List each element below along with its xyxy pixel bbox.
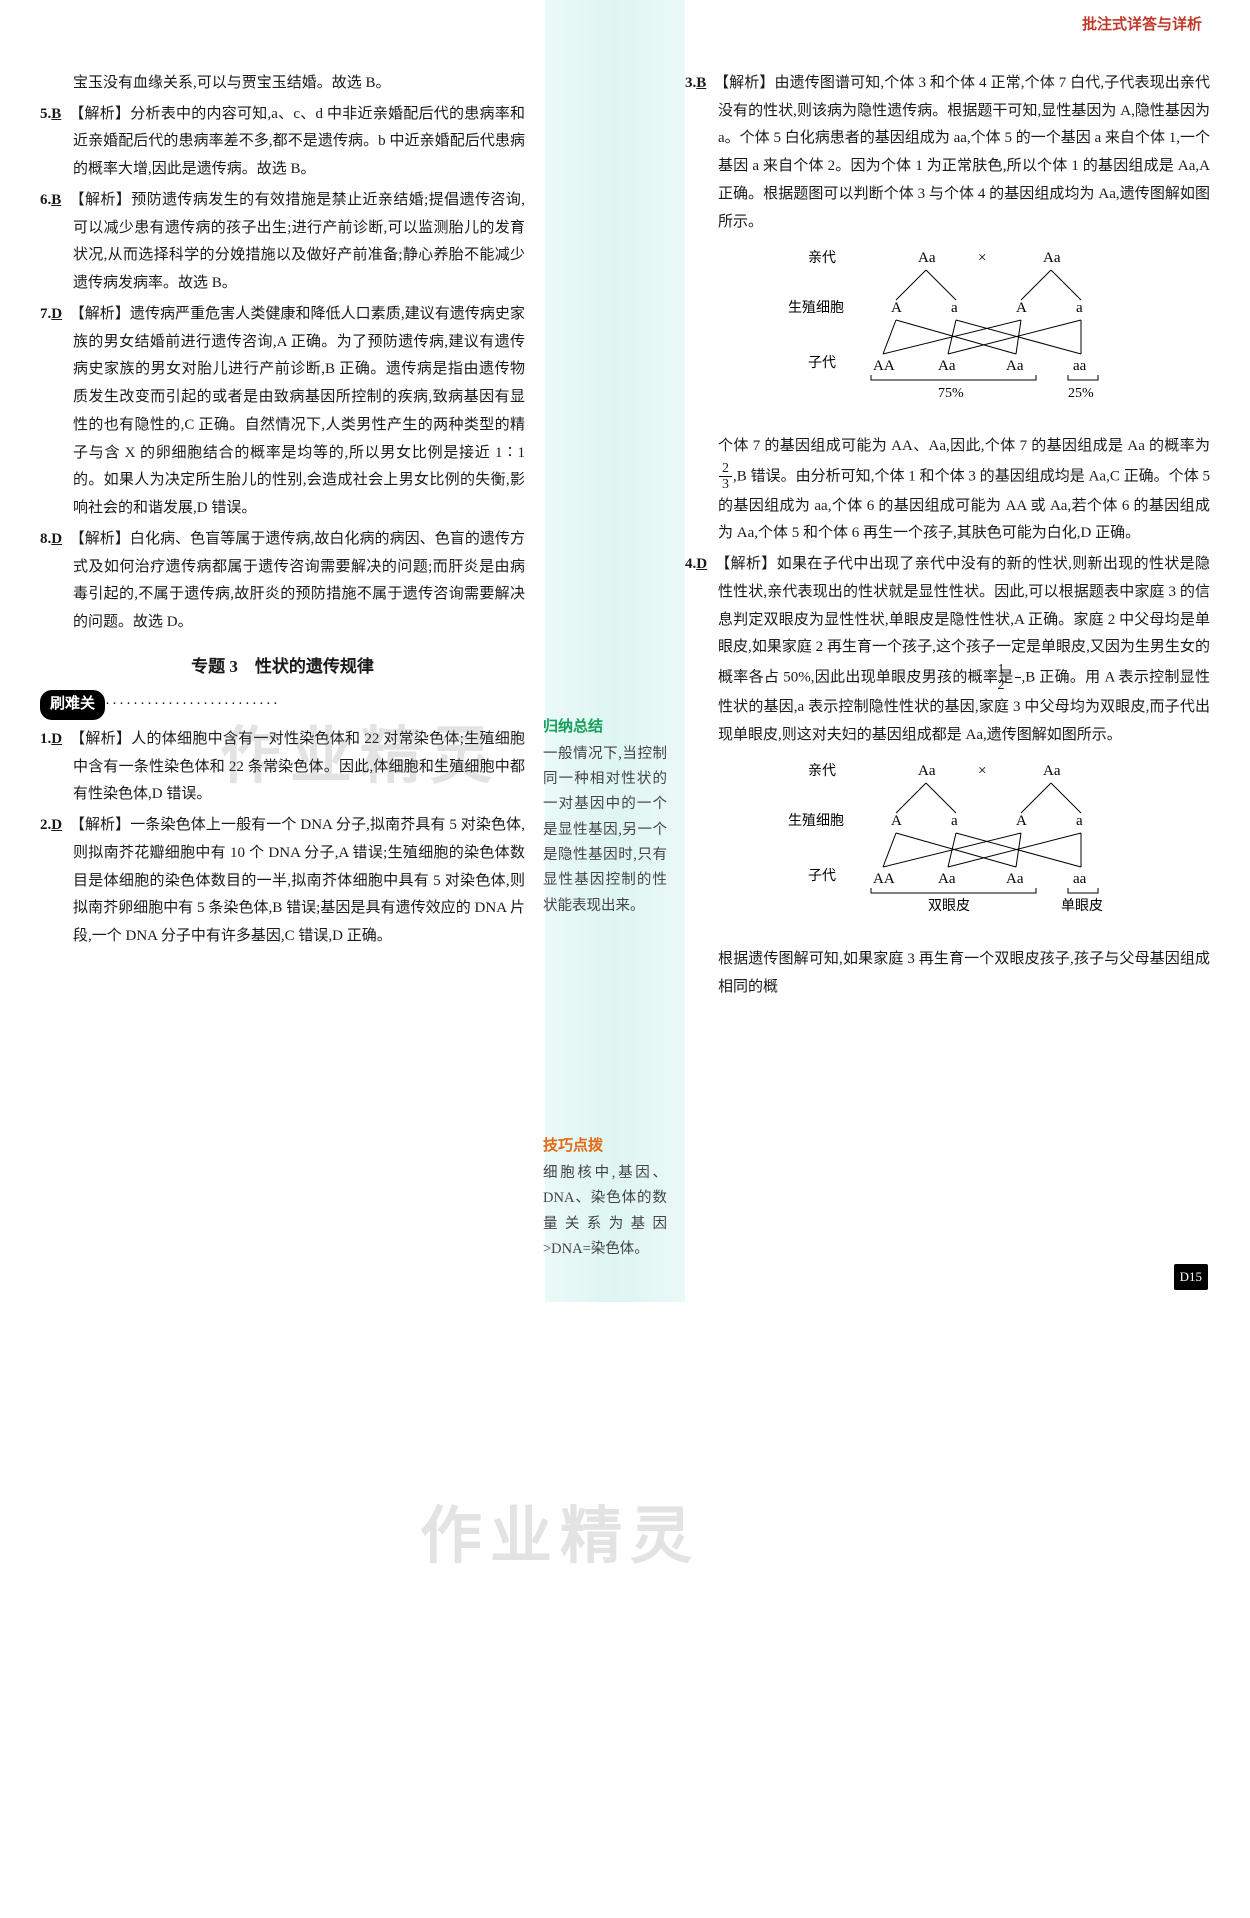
svg-text:生殖细胞: 生殖细胞	[788, 299, 844, 316]
margin-column: 归纳总结 一般情况下,当控制同一种相对性状的一对基因中的一个是显性基因,另一个是…	[535, 70, 675, 1263]
svg-text:A: A	[1016, 813, 1027, 829]
q5: 5.B 【解析】分析表中的内容可知,a、c、d 中非近亲婚配后代的患病率和近亲婚…	[40, 101, 525, 184]
q1b-num: 1.	[40, 731, 51, 747]
q7: 7.D 【解析】遗传病严重危害人类健康和降低人口素质,建议有遗传病史家族的男女结…	[40, 301, 525, 523]
sub-header: 刷难关	[40, 690, 105, 720]
q2b-ans: D	[51, 817, 62, 833]
q1b: 1.D 【解析】人的体细胞中含有一对性染色体和 22 对常染色体;生殖细胞中含有…	[40, 726, 525, 809]
q4-num: 4.	[685, 556, 696, 572]
svg-text:Aa: Aa	[1006, 871, 1024, 887]
right-column: 3.B 【解析】由遗传图谱可知,个体 3 和个体 4 正常,个体 7 白代,子代…	[675, 70, 1210, 1263]
q8-ans: D	[51, 531, 62, 547]
q7-text: 【解析】遗传病严重危害人类健康和降低人口素质,建议有遗传病史家族的男女结婚前进行…	[73, 306, 525, 516]
page-number: D15	[1174, 1264, 1208, 1290]
svg-text:Aa: Aa	[918, 763, 936, 779]
q2b-text: 【解析】一条染色体上一般有一个 DNA 分子,拟南芥具有 5 对染色体,则拟南芥…	[73, 817, 525, 944]
margin-note1-text: 一般情况下,当控制同一种相对性状的一对基因中的一个是显性基因,另一个是隐性基因时…	[543, 742, 667, 920]
svg-text:A: A	[1016, 300, 1027, 316]
punnett-diagram-2: 亲代 Aa × Aa 生殖细胞 A a A a	[685, 755, 1210, 936]
pre-text: 宝玉没有血缘关系,可以与贾宝玉结婚。故选 B。	[40, 70, 525, 98]
q8-num: 8.	[40, 531, 51, 547]
frac-2-3: 23	[719, 461, 732, 493]
q5-text: 【解析】分析表中的内容可知,a、c、d 中非近亲婚配后代的患病率和近亲婚配后代的…	[73, 106, 525, 178]
q4-text: 【解析】如果在子代中出现了亲代中没有的新的性状,则新出现的性状是隐性性状,亲代表…	[718, 556, 1210, 685]
svg-text:Aa: Aa	[938, 358, 956, 374]
svg-text:75%: 75%	[938, 386, 964, 401]
svg-text:生殖细胞: 生殖细胞	[788, 812, 844, 829]
svg-text:单眼皮: 单眼皮	[1061, 898, 1103, 914]
svg-text:25%: 25%	[1068, 386, 1094, 401]
svg-text:×: ×	[978, 250, 986, 266]
svg-text:Aa: Aa	[1006, 358, 1024, 374]
q3-text: 【解析】由遗传图谱可知,个体 3 和个体 4 正常,个体 7 白代,子代表现出亲…	[718, 75, 1210, 230]
svg-text:aa: aa	[1073, 871, 1087, 887]
svg-text:×: ×	[978, 763, 986, 779]
svg-text:Aa: Aa	[918, 250, 936, 266]
q3-cont: 个体 7 的基因组成可能为 AA、Aa,因此,个体 7 的基因组成是 Aa 的概…	[685, 433, 1210, 548]
sub-header-wrap: 刷难关·························	[40, 690, 525, 720]
svg-text:a: a	[951, 813, 958, 829]
q8: 8.D 【解析】白化病、色盲等属于遗传病,故白化病的病因、色盲的遗传方式及如何治…	[40, 526, 525, 637]
q7-num: 7.	[40, 306, 51, 322]
svg-text:a: a	[1076, 813, 1083, 829]
d1-row-parent: 亲代	[808, 250, 836, 266]
punnett-diagram-1: 亲代 Aa × Aa 生殖细胞 A a A a	[685, 242, 1210, 423]
q6-ans: B	[51, 192, 61, 208]
q7-ans: D	[51, 306, 62, 322]
q3: 3.B 【解析】由遗传图谱可知,个体 3 和个体 4 正常,个体 7 白代,子代…	[685, 70, 1210, 237]
page: 宝玉没有血缘关系,可以与贾宝玉结婚。故选 B。 5.B 【解析】分析表中的内容可…	[0, 40, 1250, 1303]
svg-text:aa: aa	[1073, 358, 1087, 374]
q6-num: 6.	[40, 192, 51, 208]
svg-text:双眼皮: 双眼皮	[928, 898, 970, 914]
q1b-text: 【解析】人的体细胞中含有一对性染色体和 22 对常染色体;生殖细胞中含有一条性染…	[73, 731, 525, 803]
svg-text:Aa: Aa	[1043, 763, 1061, 779]
q6-text: 【解析】预防遗传病发生的有效措施是禁止近亲结婚;提倡遗传咨询,可以减少患有遗传病…	[73, 192, 525, 291]
q2b: 2.D 【解析】一条染色体上一般有一个 DNA 分子,拟南芥具有 5 对染色体,…	[40, 812, 525, 951]
q3-num: 3.	[685, 75, 696, 91]
q3-post2: ,B 错误。由分析可知,个体 1 和个体 3 的基因组成均是 Aa,C 正确。个…	[718, 468, 1210, 541]
svg-text:A: A	[891, 813, 902, 829]
q4-ans: D	[696, 556, 707, 572]
svg-text:AA: AA	[873, 358, 895, 374]
q5-ans: B	[51, 106, 61, 122]
q5-num: 5.	[40, 106, 51, 122]
svg-text:AA: AA	[873, 871, 895, 887]
svg-text:Aa: Aa	[1043, 250, 1061, 266]
watermark-2: 作业精灵	[420, 1480, 700, 1595]
svg-text:a: a	[951, 300, 958, 316]
q3-post: 个体 7 的基因组成可能为 AA、Aa,因此,个体 7 的基因组成是 Aa 的概…	[718, 438, 1210, 454]
svg-text:子代: 子代	[808, 868, 836, 884]
dots: ·························	[105, 696, 280, 712]
svg-text:Aa: Aa	[938, 871, 956, 887]
section-title: 专题 3 性状的遗传规律	[40, 651, 525, 682]
frac-1-2: 12	[1015, 662, 1021, 694]
svg-text:A: A	[891, 300, 902, 316]
svg-text:亲代: 亲代	[808, 763, 836, 779]
margin-note2-text: 细胞核中,基因、DNA、染色体的数量关系为基因>DNA=染色体。	[543, 1161, 667, 1263]
q2b-num: 2.	[40, 817, 51, 833]
q3-ans: B	[696, 75, 706, 91]
margin-note1-title: 归纳总结	[543, 714, 667, 742]
q1b-ans: D	[51, 731, 62, 747]
left-column: 宝玉没有血缘关系,可以与贾宝玉结婚。故选 B。 5.B 【解析】分析表中的内容可…	[40, 70, 535, 1263]
q4: 4.D 【解析】如果在子代中出现了亲代中没有的新的性状,则新出现的性状是隐性性状…	[685, 551, 1210, 749]
margin-note2-title: 技巧点拨	[543, 1133, 667, 1161]
svg-text:a: a	[1076, 300, 1083, 316]
q6: 6.B 【解析】预防遗传病发生的有效措施是禁止近亲结婚;提倡遗传咨询,可以减少患…	[40, 187, 525, 298]
q4-tail: 根据遗传图解可知,如果家庭 3 再生育一个双眼皮孩子,孩子与父母基因组成相同的概	[685, 946, 1210, 1002]
svg-text:子代: 子代	[808, 355, 836, 371]
q8-text: 【解析】白化病、色盲等属于遗传病,故白化病的病因、色盲的遗传方式及如何治疗遗传病…	[73, 531, 525, 630]
